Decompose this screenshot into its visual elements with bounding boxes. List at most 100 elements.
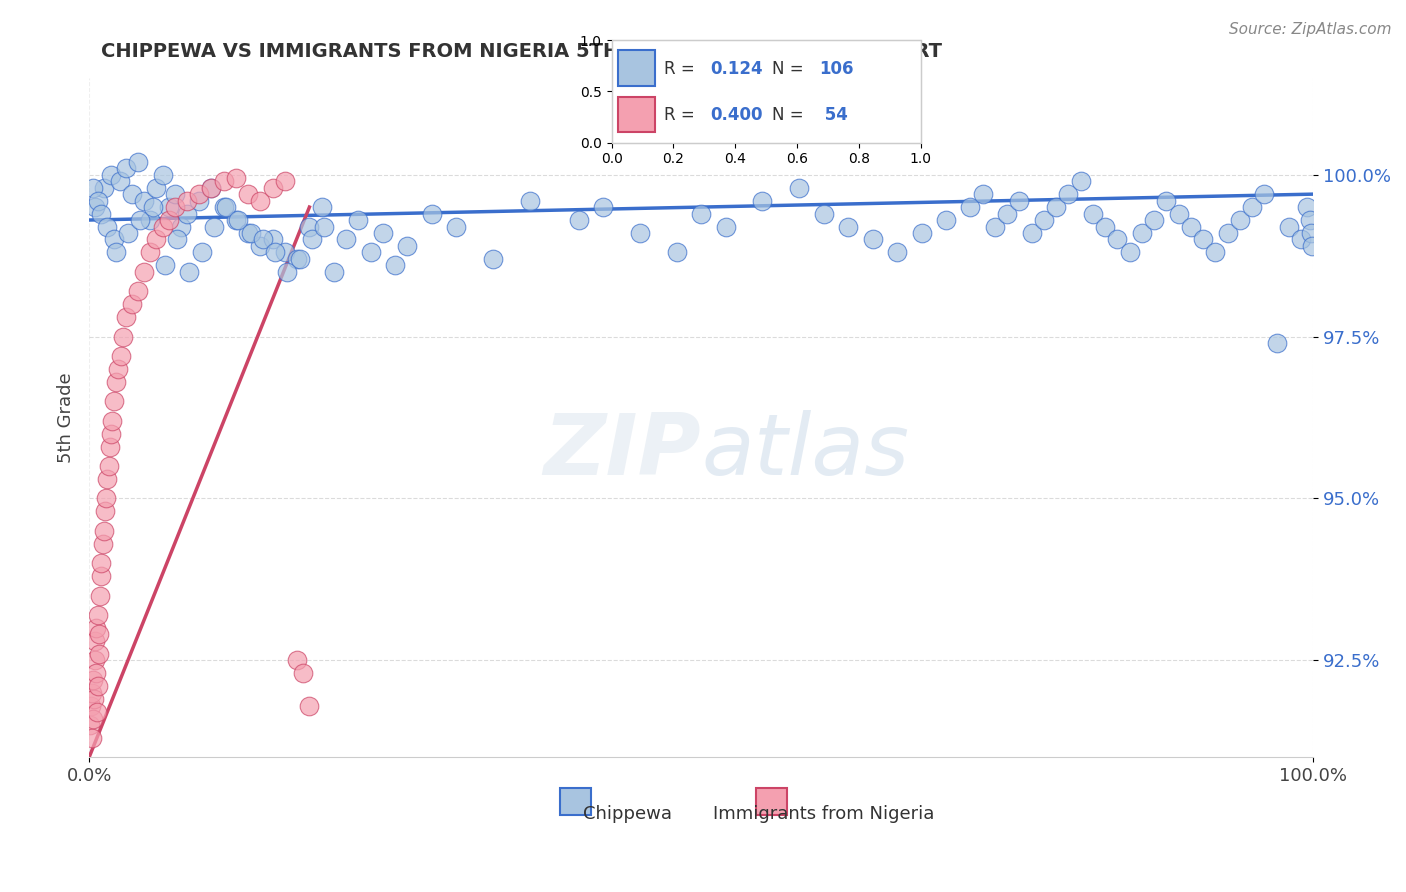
Text: N =: N = (772, 106, 804, 124)
Point (82, 180, 104, 194)
Y-axis label: 5th Grade: 5th Grade (58, 372, 75, 463)
Point (1253, 187, 1275, 202)
Point (751, 194, 773, 208)
Text: Immigrants from Nigeria: Immigrants from Nigeria (713, 805, 934, 823)
Point (100, 168, 122, 182)
Point (1216, 226, 1239, 240)
Point (252, 232, 274, 246)
Point (86, 194, 108, 208)
Point (134, 265, 156, 279)
FancyBboxPatch shape (561, 788, 591, 815)
Point (249, 239, 271, 253)
Point (1192, 232, 1215, 246)
Point (1298, 213, 1320, 227)
Point (862, 232, 884, 246)
Point (93, 524, 115, 538)
Point (225, 213, 247, 227)
Point (482, 252, 505, 266)
Point (153, 258, 176, 272)
Point (200, 180, 222, 194)
Point (1156, 194, 1178, 208)
Point (79, 718, 101, 732)
Point (134, 194, 156, 208)
Point (262, 180, 284, 194)
Point (212, 200, 235, 214)
Point (166, 232, 188, 246)
Text: 54: 54 (818, 106, 848, 124)
Point (910, 226, 932, 240)
Point (89, 627, 111, 641)
Point (228, 213, 250, 227)
Point (200, 180, 222, 194)
Point (274, 245, 297, 260)
Point (1107, 232, 1129, 246)
Point (80, 686, 103, 700)
Point (935, 213, 957, 227)
Point (86, 705, 108, 719)
Point (117, 226, 139, 240)
Point (100, 426, 122, 441)
Point (1289, 232, 1312, 246)
Point (886, 245, 908, 260)
Point (179, 265, 201, 279)
Point (1081, 206, 1104, 220)
Text: 106: 106 (818, 60, 853, 78)
Text: R =: R = (664, 106, 695, 124)
Point (107, 362, 129, 376)
Point (90, 556, 112, 570)
Point (665, 245, 688, 260)
Point (127, 285, 149, 299)
Point (238, 187, 260, 202)
Point (82, 731, 104, 745)
Point (152, 219, 174, 234)
Point (238, 226, 260, 240)
Point (314, 219, 336, 234)
Point (1143, 213, 1166, 227)
Text: Source: ZipAtlas.com: Source: ZipAtlas.com (1229, 22, 1392, 37)
Point (96, 472, 118, 486)
Point (152, 168, 174, 182)
Point (190, 245, 212, 260)
Point (121, 187, 143, 202)
Point (163, 200, 186, 214)
Point (995, 206, 1018, 220)
Text: Chippewa: Chippewa (583, 805, 672, 823)
FancyBboxPatch shape (617, 96, 655, 132)
Point (121, 297, 143, 311)
Point (288, 252, 311, 266)
Point (163, 187, 186, 202)
Point (188, 194, 211, 208)
Point (1070, 174, 1092, 188)
Point (1204, 245, 1226, 260)
Point (1241, 200, 1264, 214)
Point (157, 213, 180, 227)
Point (274, 174, 297, 188)
Point (384, 258, 406, 272)
Point (157, 200, 180, 214)
Point (285, 252, 308, 266)
Point (239, 226, 262, 240)
Point (959, 200, 981, 214)
Text: ZIP: ZIP (544, 410, 702, 493)
Point (628, 226, 651, 240)
Point (145, 232, 167, 246)
Point (1057, 187, 1080, 202)
Point (96, 219, 118, 234)
Point (1299, 226, 1322, 240)
Point (80, 698, 103, 713)
Point (108, 174, 131, 188)
Point (84, 633, 107, 648)
Point (82, 712, 104, 726)
Point (285, 653, 308, 667)
Point (225, 170, 247, 185)
Point (97, 458, 120, 473)
Point (301, 232, 323, 246)
Point (87, 607, 110, 622)
Point (1301, 239, 1323, 253)
Point (101, 414, 124, 428)
Point (176, 194, 198, 208)
Point (91, 537, 114, 551)
FancyBboxPatch shape (617, 50, 655, 87)
Point (90, 569, 112, 583)
Point (1008, 194, 1031, 208)
